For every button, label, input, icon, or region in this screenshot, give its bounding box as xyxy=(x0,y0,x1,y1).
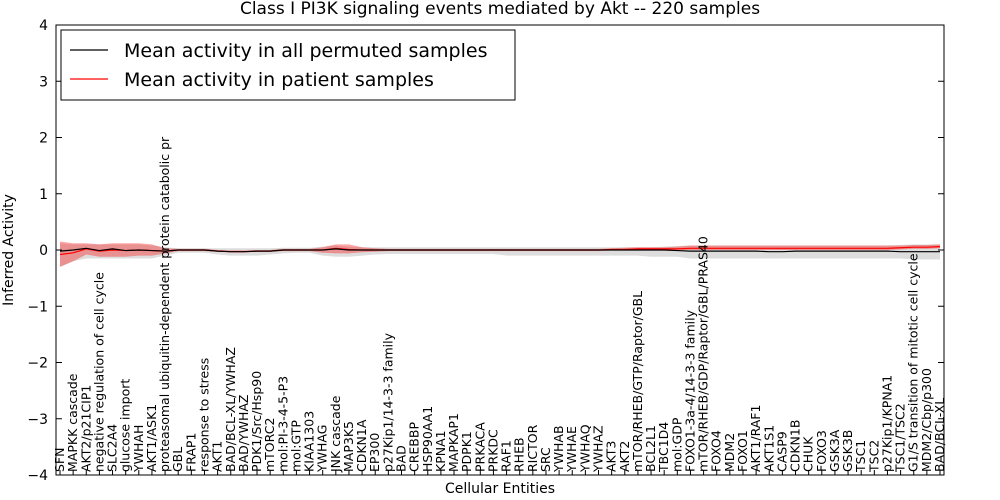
x-tick-label: YWHAZ xyxy=(591,425,606,473)
x-tick-label: TBC1D4 xyxy=(656,422,671,473)
x-tick-label: p27Kip1/14-3-3 family xyxy=(380,332,395,472)
x-tick-label: PRKDC xyxy=(485,429,500,472)
y-tick-label: 4 xyxy=(39,18,48,34)
y-axis-label: Inferred Activity xyxy=(1,194,17,306)
x-tick-label: TSC2 xyxy=(866,440,881,473)
x-tick-label: PDK1/Src/Hsp90 xyxy=(249,371,264,472)
x-tick-label: CASP9 xyxy=(774,431,789,472)
x-tick-label: FOXO3 xyxy=(814,430,829,472)
x-tick-label: CHUK xyxy=(801,436,816,472)
x-tick-label: CDKN1B xyxy=(788,420,803,472)
permuted-series-line xyxy=(59,247,940,253)
y-tick-label: −2 xyxy=(27,356,48,372)
x-axis-label: Cellular Entities xyxy=(445,481,555,497)
x-tick-label: BCL2L1 xyxy=(643,425,658,472)
x-tick-label: YWHAB xyxy=(551,425,566,473)
series-lines xyxy=(59,246,941,256)
x-tick-label: TSC1 xyxy=(853,440,868,473)
y-tick-label: 1 xyxy=(39,187,48,203)
x-tick-label: FOXO1-3a-4/14-3-3 family xyxy=(682,309,697,472)
x-tick-label: MDM2 xyxy=(722,433,737,472)
x-tick-label: AKT1/ASK1 xyxy=(144,404,159,472)
x-tick-label: PDPK1 xyxy=(459,431,474,472)
x-tick-label: mTOR/RHEB/GTP/Raptor/GBL xyxy=(630,291,645,472)
x-tick-label: RHEB xyxy=(512,437,527,472)
x-tick-label: HSP90AA1 xyxy=(420,406,435,472)
x-tick-label: SRC xyxy=(538,447,553,472)
x-tick-label: AKT3 xyxy=(604,441,619,472)
chart-title: Class I PI3K signaling events mediated b… xyxy=(240,0,760,19)
x-tick-label: CREBBP xyxy=(407,422,422,472)
x-tick-label: mTORC2 xyxy=(262,418,277,472)
x-tick-label: SLC2A4 xyxy=(105,424,120,472)
x-tick-label: negative regulation of cell cycle xyxy=(91,272,106,472)
x-tick-label: response to stress xyxy=(196,358,211,472)
x-tick-label: YWHAH xyxy=(131,425,146,473)
x-tick-label: RAF1 xyxy=(499,440,514,472)
x-tick-label: AKT1S1 xyxy=(761,425,776,472)
y-tick-label: 2 xyxy=(39,131,48,147)
x-tick-label: KIAA1303 xyxy=(302,411,317,472)
x-tick-label: AKT1/RAF1 xyxy=(748,405,763,472)
legend-label-patient: Mean activity in patient samples xyxy=(124,69,434,91)
x-tick-label: FOXO1 xyxy=(735,430,750,472)
x-tick-label: FRAP1 xyxy=(183,433,198,472)
permuted-band xyxy=(60,243,940,267)
x-tick-label: BAD xyxy=(393,445,408,472)
x-tick-label: G1/S transition of mitotic cell cycle xyxy=(906,253,921,472)
x-tick-label: p27Kip1/KPNA1 xyxy=(879,375,894,472)
x-tick-label: AKT2 xyxy=(617,441,632,472)
y-tick-label: −1 xyxy=(27,299,48,315)
x-tick-label: YWHAG xyxy=(315,425,330,473)
y-tick-label: −3 xyxy=(27,412,48,428)
x-tick-label: mTOR/RHEB/GDP/Raptor/GBL/PRAS40 xyxy=(696,236,711,472)
x-tick-label: SFN xyxy=(52,448,67,472)
y-axis: −4 −3 −2 −1 0 1 2 3 4 xyxy=(27,18,944,484)
y-tick-label: 0 xyxy=(39,243,48,259)
x-tick-label: FOXO4 xyxy=(709,430,724,472)
x-tick-label: proteasomal ubiquitin-dependent protein … xyxy=(157,136,172,472)
x-tick-label: mol:GTP xyxy=(288,420,303,472)
x-tick-label: AKT2/p21CIP1 xyxy=(78,385,93,472)
x-tick-label: KPNA1 xyxy=(433,430,448,472)
x-tick-label: PRKACA xyxy=(472,422,487,472)
x-tick-label: GBL xyxy=(170,447,185,472)
x-tick-label: BAD/YWHAZ xyxy=(236,395,251,472)
x-tick-label: EP300 xyxy=(367,433,382,472)
y-tick-label: 3 xyxy=(39,74,48,90)
x-tick-label: BAD/BCL-XL/YWHAZ xyxy=(223,347,238,472)
x-tick-label: BAD/BCL-XL xyxy=(932,398,947,472)
x-axis xyxy=(59,470,941,475)
legend-box xyxy=(60,29,516,101)
x-tick-label: MAPKK cascade xyxy=(65,373,80,472)
x-tick-label: YWHAE xyxy=(564,426,579,473)
x-tick-label: RICTOR xyxy=(525,424,540,472)
x-tick-label: GSK3A xyxy=(827,429,842,472)
x-tick-label: TSC1/TSC2 xyxy=(893,403,908,473)
y-tick-label: −4 xyxy=(27,468,48,484)
x-tick-label: MAP3K5 xyxy=(341,421,356,472)
legend: Mean activity in all permuted samples Me… xyxy=(60,29,516,101)
x-tick-label: MDM2/Cbp/p300 xyxy=(919,368,934,472)
x-tick-label: JNK cascade xyxy=(328,395,343,473)
x-tick-label: mol:GDP xyxy=(669,417,684,472)
x-tick-label: GSK3B xyxy=(840,430,855,472)
x-tick-label: MAPKAP1 xyxy=(446,413,461,472)
legend-label-permuted: Mean activity in all permuted samples xyxy=(124,40,487,62)
x-tick-label: mol:PI-3-4-5-P3 xyxy=(275,376,290,472)
x-tick-label: YWHAQ xyxy=(577,424,592,473)
x-tick-label: glucose import xyxy=(118,379,133,472)
x-tick-label: CDKN1A xyxy=(354,419,369,472)
x-tick-label: AKT1 xyxy=(210,441,225,472)
